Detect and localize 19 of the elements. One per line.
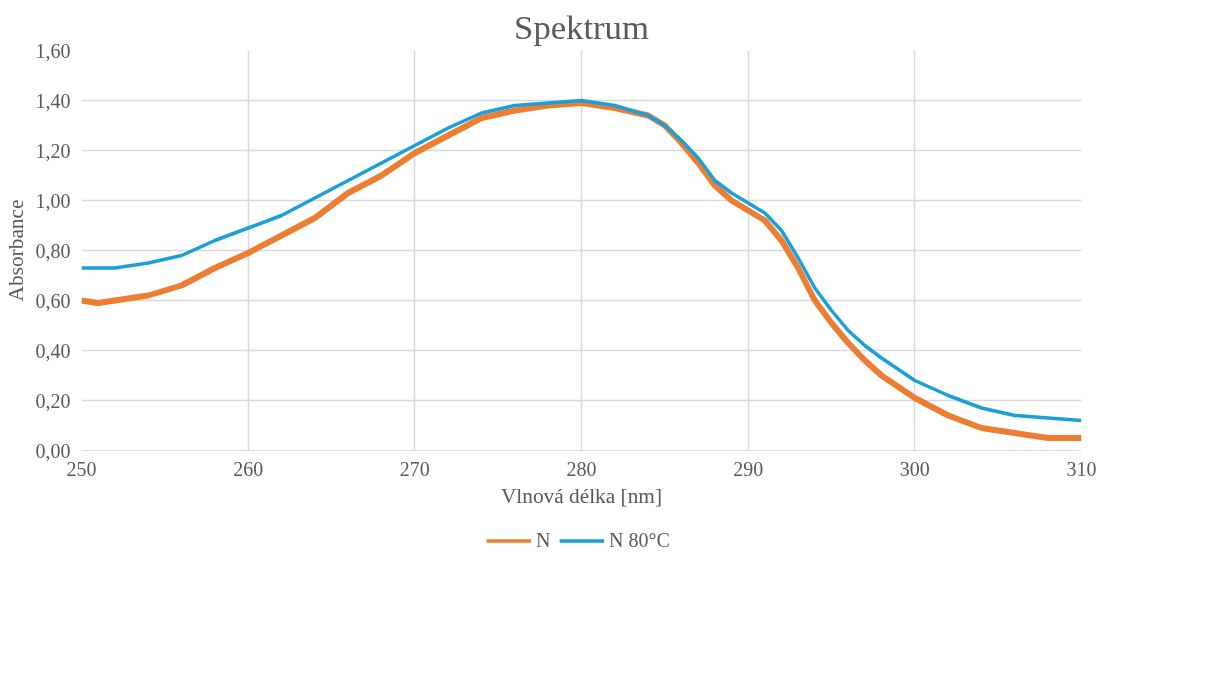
- y-tick-label: 0,60: [35, 289, 71, 312]
- y-axis-title: Absorbance: [3, 199, 28, 302]
- y-tick-label: 0,20: [35, 389, 71, 412]
- y-tick-label: 1,60: [35, 39, 71, 62]
- x-tick-label: 260: [233, 457, 264, 480]
- y-tick-label: 1,00: [35, 189, 71, 212]
- y-tick-label: 1,20: [35, 139, 71, 162]
- chart-title: Spektrum: [514, 7, 649, 46]
- y-tick-label: 1,40: [35, 89, 71, 112]
- x-tick-label: 310: [1066, 457, 1097, 480]
- legend-label: N: [536, 528, 552, 552]
- x-axis-title: Vlnová délka [nm]: [500, 483, 663, 508]
- x-tick-label: 300: [899, 457, 930, 480]
- y-tick-label: 0,40: [35, 339, 71, 362]
- y-tick-label: 0,80: [35, 239, 71, 262]
- x-tick-label: 270: [399, 457, 430, 480]
- x-tick-label: 280: [566, 457, 597, 480]
- x-tick-label: 290: [733, 457, 764, 480]
- legend-label: N 80°C: [609, 528, 670, 552]
